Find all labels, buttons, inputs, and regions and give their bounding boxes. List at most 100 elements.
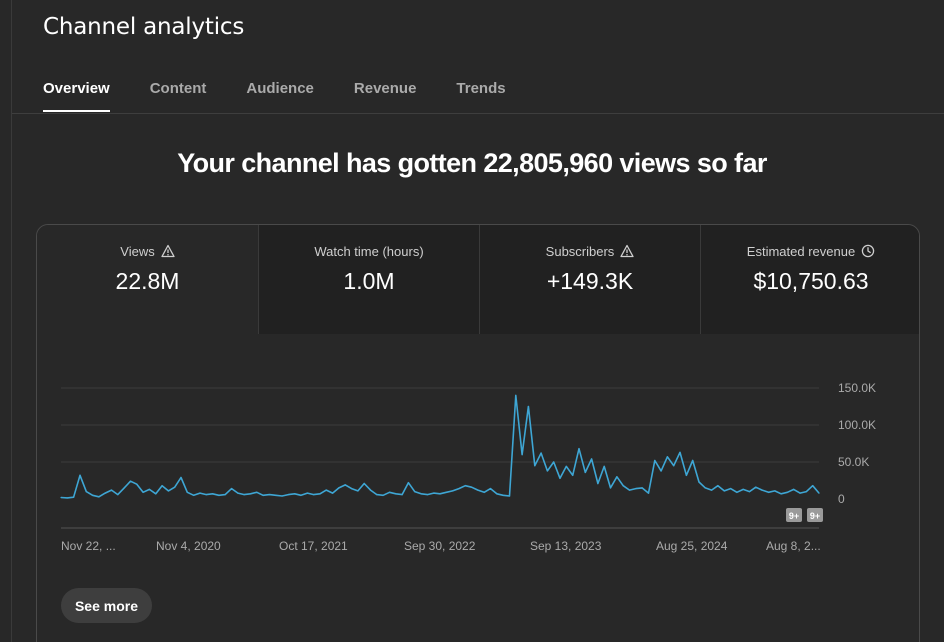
views-data-point xyxy=(660,470,662,472)
views-data-point xyxy=(591,458,593,460)
metric-watch-time[interactable]: Watch time (hours) 1.0M xyxy=(258,225,479,334)
views-data-point xyxy=(129,480,132,482)
views-data-point xyxy=(654,459,656,462)
views-data-point xyxy=(477,489,479,491)
metric-watch-time-value: 1.0M xyxy=(343,268,395,294)
views-data-point xyxy=(123,487,125,489)
views-data-point xyxy=(793,488,795,490)
metric-views-label: Views xyxy=(120,243,155,259)
views-data-point xyxy=(603,465,605,467)
views-data-point xyxy=(502,494,504,496)
views-data-point xyxy=(622,485,624,487)
views-data-point xyxy=(332,492,334,494)
views-data-point xyxy=(249,493,252,495)
views-data-point xyxy=(767,491,770,493)
y-tick-label: 50.0K xyxy=(838,455,869,469)
metric-subscribers[interactable]: Subscribers +149.3K xyxy=(479,225,700,334)
x-tick-label: Aug 8, 2... xyxy=(766,539,821,553)
tab-trends[interactable]: Trends xyxy=(456,80,506,97)
views-data-point xyxy=(306,492,308,494)
views-data-point xyxy=(723,490,725,492)
views-data-point xyxy=(711,489,713,491)
views-data-point xyxy=(685,474,688,476)
annotation-badge[interactable] xyxy=(807,508,823,522)
views-data-point xyxy=(559,477,561,479)
views-data-point xyxy=(673,465,675,467)
annotation-badge-label: 9+ xyxy=(789,511,799,521)
views-headline: Your channel has gotten 22,805,960 views… xyxy=(177,148,767,178)
views-data-point xyxy=(534,465,536,467)
views-data-point xyxy=(774,490,776,492)
metric-revenue-label: Estimated revenue xyxy=(746,243,856,259)
views-data-point xyxy=(344,484,346,486)
views-data-point xyxy=(641,487,643,489)
views-data-point xyxy=(540,452,542,454)
tab-revenue[interactable]: Revenue xyxy=(353,80,417,97)
tab-overview[interactable]: Overview xyxy=(43,80,110,114)
views-data-point xyxy=(212,493,214,495)
views-data-point xyxy=(565,465,567,467)
tab-content[interactable]: Content xyxy=(149,80,207,97)
views-data-point xyxy=(717,485,719,487)
views-data-point xyxy=(515,394,517,396)
views-data-point xyxy=(224,494,226,496)
views-data-point xyxy=(780,493,782,495)
metric-tabs: Views 22.8M Watch time (hours) 1.0M Subs… xyxy=(37,225,919,334)
metric-revenue-value: $10,750.63 xyxy=(753,268,869,294)
views-data-point xyxy=(420,493,422,495)
y-tick-label: 100.0K xyxy=(838,418,876,432)
views-data-point xyxy=(174,486,176,488)
views-data-point xyxy=(218,494,220,496)
views-data-point xyxy=(338,487,340,489)
views-data-point xyxy=(357,490,359,492)
x-tick-label: Sep 13, 2023 xyxy=(530,539,602,553)
metric-subscribers-label: Subscribers xyxy=(545,243,615,259)
metric-label-row: Views xyxy=(37,243,258,259)
views-data-point xyxy=(692,459,694,462)
y-tick-label: 150.0K xyxy=(838,381,876,395)
views-data-point xyxy=(388,491,391,493)
y-tick-label: 0 xyxy=(838,492,845,506)
views-data-point xyxy=(73,496,75,498)
views-data-point xyxy=(110,489,113,491)
views-data-point xyxy=(199,492,201,494)
views-data-point xyxy=(256,491,258,493)
x-tick-label: Nov 4, 2020 xyxy=(156,539,221,553)
views-data-point xyxy=(761,489,763,491)
views-data-point xyxy=(117,494,119,496)
views-data-point xyxy=(161,485,163,487)
views-data-point xyxy=(66,497,68,499)
metric-watch-time-label: Watch time (hours) xyxy=(314,243,424,259)
clock-icon xyxy=(861,244,875,258)
views-data-point xyxy=(452,490,454,492)
tab-audience[interactable]: Audience xyxy=(246,80,314,97)
views-data-point xyxy=(628,489,631,491)
views-data-point xyxy=(186,491,188,493)
metric-views[interactable]: Views 22.8M xyxy=(37,225,258,334)
views-data-point xyxy=(616,476,618,478)
views-data-point xyxy=(85,491,87,493)
views-data-point xyxy=(742,488,744,490)
views-data-point xyxy=(98,496,100,498)
x-tick-label: Aug 25, 2024 xyxy=(656,539,728,553)
views-data-point xyxy=(294,493,296,495)
views-data-point xyxy=(382,494,384,496)
views-data-point xyxy=(401,494,403,496)
views-data-point xyxy=(414,491,416,493)
views-data-point xyxy=(433,492,435,494)
annotation-badge[interactable] xyxy=(786,508,802,522)
views-data-point xyxy=(287,494,289,496)
see-more-button[interactable]: See more xyxy=(61,588,152,623)
metric-label-row: Subscribers xyxy=(480,243,700,259)
views-data-point xyxy=(268,494,271,496)
views-data-point xyxy=(281,495,283,497)
views-data-point xyxy=(243,494,245,496)
views-data-point xyxy=(445,491,447,493)
views-data-point xyxy=(180,476,182,479)
views-data-point xyxy=(313,494,315,496)
metric-label-row: Watch time (hours) xyxy=(259,243,479,259)
views-data-point xyxy=(546,470,548,472)
analytics-card: Views 22.8M Watch time (hours) 1.0M Subs… xyxy=(36,224,920,642)
warning-icon xyxy=(620,244,634,258)
metric-revenue[interactable]: Estimated revenue $10,750.63 xyxy=(700,225,919,334)
